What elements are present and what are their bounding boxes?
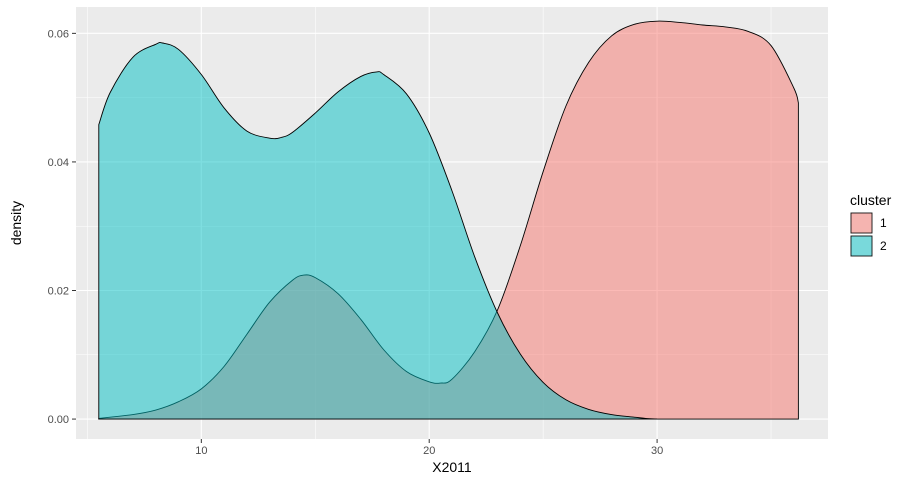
density-areas (98, 20, 799, 420)
y-tick-label: 0.02 (48, 286, 69, 298)
x-tick-label: 30 (651, 445, 663, 457)
density-area-cluster-2 (98, 41, 658, 420)
y-axis: 0.00 0.02 0.04 0.06 (48, 28, 76, 426)
y-tick-label: 0.00 (48, 414, 69, 426)
legend-label-cluster-2: 2 (880, 239, 887, 253)
legend-label-cluster-1: 1 (880, 216, 887, 230)
y-tick-label: 0.04 (48, 157, 69, 169)
legend-key-cluster-2 (850, 235, 873, 257)
y-tick-label: 0.06 (48, 28, 69, 40)
legend: cluster 1 2 (850, 192, 892, 257)
x-tick-label: 20 (423, 445, 435, 457)
x-axis-title: X2011 (432, 459, 472, 475)
y-axis-title: density (8, 201, 24, 245)
legend-title: cluster (850, 192, 892, 208)
legend-key-cluster-1 (850, 212, 873, 234)
x-axis: 10 20 30 (195, 439, 663, 457)
x-tick-label: 10 (195, 445, 207, 457)
